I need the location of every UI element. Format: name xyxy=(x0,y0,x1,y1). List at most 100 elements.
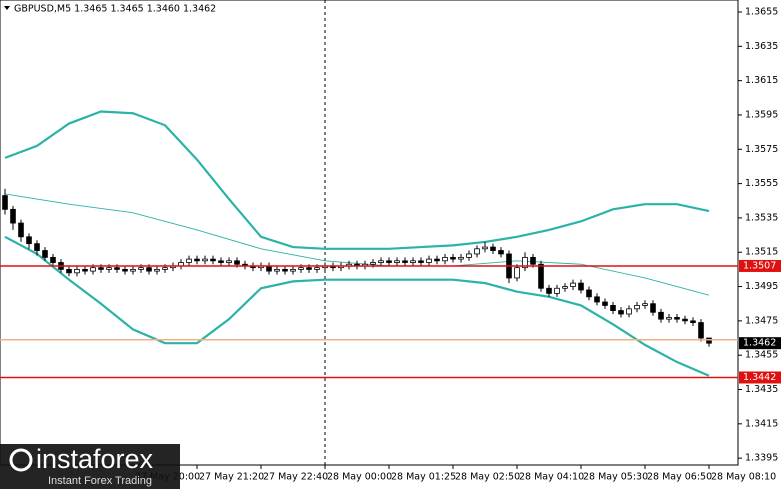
candle-body xyxy=(130,268,136,272)
candle-body xyxy=(522,256,528,269)
candle-body xyxy=(186,258,192,263)
candle-body xyxy=(370,262,376,265)
candle-body xyxy=(218,260,224,263)
last-price-label: 1.3462 xyxy=(743,338,776,349)
candle-body xyxy=(98,267,104,270)
candle-body xyxy=(122,268,128,272)
candle-body xyxy=(314,267,320,270)
candle-body xyxy=(474,248,480,255)
y-tick-label: 1.3555 xyxy=(745,178,778,189)
candle-body xyxy=(594,296,600,303)
candle-body xyxy=(498,250,504,255)
last-price-tag xyxy=(739,337,781,350)
candle-body xyxy=(682,318,688,322)
candle-body xyxy=(146,267,152,272)
candle-body xyxy=(210,258,216,262)
candle-body xyxy=(570,282,576,287)
x-tick-label: 28 May 02:50 xyxy=(455,472,520,483)
candle-body xyxy=(634,305,640,310)
plot-frame xyxy=(0,0,739,466)
candle-body xyxy=(458,256,464,260)
candle-body xyxy=(90,267,96,272)
x-tick-label: 27 May 21:20 xyxy=(199,472,264,483)
candle-body xyxy=(482,246,488,250)
candle-body xyxy=(226,260,232,263)
x-tick-label: 28 May 00:00 xyxy=(327,472,392,483)
y-tick-label: 1.3635 xyxy=(745,41,778,52)
title-arrow xyxy=(4,6,10,10)
candle-body xyxy=(626,308,632,315)
candle-body xyxy=(514,267,520,279)
y-tick-label: 1.3435 xyxy=(745,384,778,395)
marks xyxy=(0,110,738,379)
candle-body xyxy=(282,268,288,272)
candle-body xyxy=(138,267,144,270)
candle-body xyxy=(154,268,160,272)
y-tick-label: 1.3595 xyxy=(745,109,778,120)
x-tick-label: 28 May 01:25 xyxy=(391,472,456,483)
x-tick-label: 28 May 06:50 xyxy=(647,472,712,483)
y-tick-label: 1.3455 xyxy=(745,350,778,361)
candle-body xyxy=(18,222,24,238)
candle-body xyxy=(162,267,168,270)
candle-body xyxy=(690,320,696,323)
watermark-logo xyxy=(9,448,33,472)
candle-body xyxy=(466,253,472,258)
candle-body xyxy=(10,208,16,224)
watermark-tagline: Instant Forex Trading xyxy=(48,475,152,487)
y-tick-label: 1.3395 xyxy=(745,453,778,464)
candle-body xyxy=(42,250,48,258)
candle-body xyxy=(666,317,672,320)
watermark: instaforex Instant Forex Trading xyxy=(0,444,180,489)
indicator-line xyxy=(4,110,710,250)
candle-body xyxy=(418,260,424,263)
candle-body xyxy=(202,258,208,262)
level-tag-label: 1.3507 xyxy=(743,260,776,271)
x-tick-label: 28 May 08:10 xyxy=(711,472,776,483)
candle-body xyxy=(650,303,656,313)
y-tick-label: 1.3515 xyxy=(745,247,778,258)
candle-body xyxy=(538,263,544,289)
indicator-line xyxy=(4,235,710,377)
candle-body xyxy=(106,267,112,270)
candle-body xyxy=(74,268,80,274)
candle-body xyxy=(394,260,400,263)
candle-body xyxy=(306,267,312,270)
candle-body xyxy=(194,258,200,262)
candle-body xyxy=(610,305,616,311)
candle-body xyxy=(578,282,584,291)
candle-body xyxy=(530,256,536,265)
candle-body xyxy=(698,322,704,339)
candle-body xyxy=(426,258,432,263)
candle-body xyxy=(554,287,560,294)
candle-body xyxy=(602,301,608,306)
y-tick-label: 1.3415 xyxy=(745,418,778,429)
candle-body xyxy=(642,303,648,306)
level-tag xyxy=(739,371,781,384)
level-tag xyxy=(739,259,781,272)
candle-body xyxy=(50,256,56,263)
candle-body xyxy=(586,289,592,298)
x-tick-label: 28 May 04:10 xyxy=(519,472,584,483)
candle-body xyxy=(442,256,448,262)
y-tick-label: 1.3535 xyxy=(745,212,778,223)
candle-body xyxy=(674,317,680,320)
candle-body xyxy=(402,260,408,263)
level-tag-label: 1.3442 xyxy=(743,372,776,383)
candle-body xyxy=(26,236,32,245)
candle-body xyxy=(234,260,240,265)
y-tick-label: 1.3615 xyxy=(745,75,778,86)
candle-body xyxy=(434,258,440,262)
candle-body xyxy=(274,268,280,272)
candle-body xyxy=(450,256,456,260)
candle-body xyxy=(266,265,272,272)
watermark-brand: instaforex xyxy=(36,444,154,474)
candle-body xyxy=(2,195,8,210)
axes: 1.3655 1.3635 1.3615 1.3595 1.3575 1.3555 1.35… xyxy=(132,7,781,483)
candle-body xyxy=(82,268,88,272)
y-tick-label: 1.3475 xyxy=(745,315,778,326)
candle-body xyxy=(546,287,552,294)
y-tick-label: 1.3575 xyxy=(745,144,778,155)
